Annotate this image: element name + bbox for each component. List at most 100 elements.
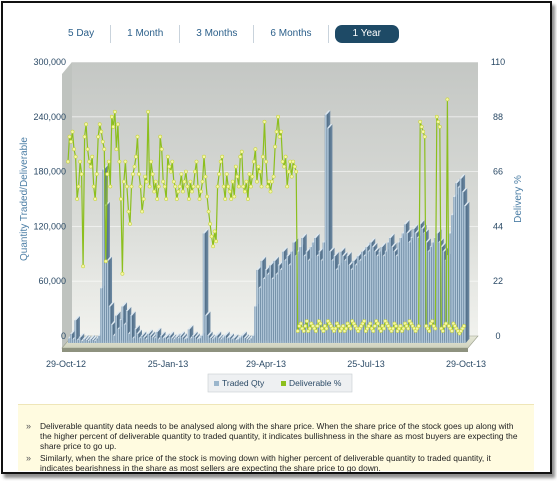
deliverable-pct-point bbox=[113, 109, 117, 114]
deliverable-pct-point bbox=[336, 324, 341, 328]
deliverable-pct-point bbox=[99, 129, 104, 134]
deliverable-pct-point bbox=[174, 197, 179, 201]
deliverable-pct-point bbox=[416, 324, 421, 328]
deliverable-pct-point bbox=[209, 234, 214, 239]
deliverable-pct-point bbox=[120, 271, 125, 276]
deliverable-pct-point bbox=[224, 172, 229, 177]
tab-1-month[interactable]: 1 Month bbox=[111, 25, 181, 43]
deliverable-pct-point bbox=[197, 197, 202, 201]
deliverable-pct-point bbox=[156, 184, 161, 189]
note-item: » Similarly, when the share price of the… bbox=[26, 453, 520, 473]
deliverable-pct-point bbox=[91, 184, 96, 189]
deliverable-pct-point bbox=[177, 184, 182, 189]
y-tick-label: 120,000 bbox=[33, 221, 66, 231]
deliverable-pct-point bbox=[138, 184, 143, 189]
deliverable-pct-point bbox=[273, 144, 278, 149]
deliverable-pct-point bbox=[229, 197, 234, 201]
y-tick-label: 180,000 bbox=[33, 167, 66, 177]
deliverable-pct-point bbox=[78, 159, 83, 164]
chevron-right-icon: » bbox=[26, 421, 32, 431]
deliverable-pct-point bbox=[378, 329, 383, 333]
deliverable-pct-point bbox=[295, 329, 300, 333]
x-tick-label: 29-Apr-13 bbox=[246, 359, 286, 369]
deliverable-pct-point bbox=[285, 184, 290, 189]
note-item: » Deliverable quantity data needs to be … bbox=[26, 421, 520, 451]
traded-qty-bar bbox=[74, 315, 80, 343]
y2-tick-label: 110 bbox=[491, 57, 505, 67]
deliverable-pct-point bbox=[132, 164, 137, 169]
deliverable-pct-point bbox=[215, 184, 220, 189]
deliverable-pct-point bbox=[292, 164, 297, 169]
deliverable-pct-point bbox=[418, 119, 423, 124]
y-tick-label: 60,000 bbox=[38, 276, 66, 286]
tab-5-day[interactable]: 5 Day bbox=[52, 25, 112, 43]
deliverable-pct-point bbox=[97, 122, 102, 127]
deliverable-pct-point bbox=[282, 164, 287, 169]
deliverable-pct-point bbox=[372, 324, 377, 328]
deliverable-pct-point bbox=[88, 164, 93, 169]
deliverable-pct-point bbox=[186, 197, 191, 201]
deliverable-pct-point bbox=[436, 119, 441, 124]
deliverable-pct-point bbox=[141, 197, 146, 201]
deliverable-pct-point bbox=[189, 189, 194, 194]
deliverable-pct-point bbox=[368, 321, 373, 326]
deliverable-pct-point bbox=[230, 179, 235, 184]
deliverable-pct-point bbox=[276, 114, 281, 119]
deliverable-pct-point bbox=[247, 172, 252, 177]
deliverable-pct-point bbox=[206, 209, 211, 214]
deliverable-pct-point bbox=[67, 134, 72, 139]
deliverable-pct-point bbox=[245, 197, 250, 201]
deliverable-pct-point bbox=[462, 324, 466, 328]
deliverable-pct-point bbox=[176, 189, 181, 194]
deliverable-pct-point bbox=[239, 149, 244, 154]
deliverable-pct-point bbox=[84, 122, 89, 127]
deliverable-pct-point bbox=[298, 321, 303, 326]
y-tick-label: 0 bbox=[61, 331, 66, 341]
deliverable-pct-point bbox=[129, 184, 134, 189]
deliverable-pct-point bbox=[200, 179, 205, 184]
deliverable-pct-point bbox=[144, 179, 149, 184]
deliverable-pct-point bbox=[82, 134, 87, 139]
deliverable-pct-point bbox=[194, 159, 199, 164]
deliverable-pct-point bbox=[100, 139, 105, 144]
deliverable-pct-point bbox=[125, 184, 129, 189]
deliverable-pct-point bbox=[87, 159, 92, 164]
deliverable-pct-point bbox=[223, 197, 228, 201]
tab-6-months[interactable]: 6 Months bbox=[254, 25, 329, 43]
legend-box bbox=[207, 373, 353, 393]
x-tick-label: 25-Jul-13 bbox=[347, 359, 385, 369]
y2-tick-label: 44 bbox=[493, 221, 503, 231]
deliverable-pct-point bbox=[126, 209, 131, 214]
deliverable-pct-point bbox=[394, 324, 398, 328]
deliverable-pct-point bbox=[72, 147, 76, 152]
deliverable-pct-point bbox=[362, 319, 367, 324]
deliverable-pct-point bbox=[227, 189, 232, 194]
note-text: Deliverable quantity data needs to be an… bbox=[40, 421, 518, 451]
deliverable-pct-point bbox=[256, 164, 261, 169]
deliverable-pct-point bbox=[205, 194, 210, 199]
deliverable-pct-point bbox=[128, 221, 132, 226]
deliverable-pct-point bbox=[433, 326, 438, 331]
deliverable-pct-point bbox=[226, 184, 231, 189]
deliverable-pct-point bbox=[191, 184, 196, 189]
deliverable-pct-point bbox=[212, 229, 217, 234]
tab-1-year[interactable]: 1 Year bbox=[334, 25, 399, 43]
deliverable-pct-point bbox=[371, 329, 376, 333]
chevron-right-icon: » bbox=[26, 453, 32, 463]
deliverable-pct-point bbox=[381, 326, 386, 331]
deliverable-pct-point bbox=[70, 129, 75, 134]
legend-label-deliverable-pct: Deliverable % bbox=[289, 378, 342, 388]
deliverable-pct-point bbox=[419, 124, 424, 129]
deliverable-pct-point bbox=[183, 169, 188, 174]
deliverable-pct-point bbox=[277, 134, 282, 139]
tab-3-months[interactable]: 3 Months bbox=[180, 25, 255, 43]
deliverable-pct-point bbox=[155, 197, 160, 201]
deliverable-pct-point bbox=[140, 209, 145, 214]
deliverable-pct-point bbox=[161, 179, 166, 184]
deliverable-pct-point bbox=[233, 164, 238, 169]
deliverable-pct-point bbox=[443, 321, 448, 326]
deliverable-pct-point bbox=[262, 119, 267, 124]
deliverable-pct-point bbox=[165, 154, 170, 159]
deliverable-pct-point bbox=[279, 129, 284, 134]
y2-tick-label: 66 bbox=[493, 167, 503, 177]
